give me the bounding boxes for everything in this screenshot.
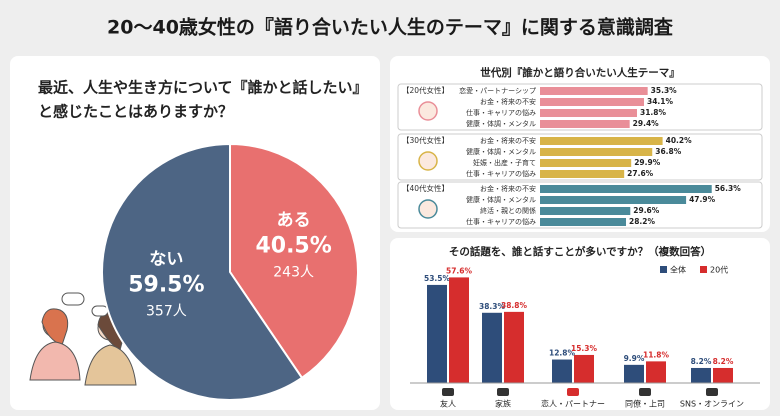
slice-label: ある (277, 210, 311, 230)
category-icon (497, 388, 509, 396)
bar (540, 196, 687, 204)
category-label: 仕事・キャリアの悩み (466, 108, 536, 117)
category-label: 家族 (495, 399, 511, 409)
value-label: 36.8% (655, 147, 682, 156)
avatar (418, 101, 438, 121)
value-label: 47.9% (689, 195, 716, 204)
value-label: 53.5% (424, 274, 451, 283)
slice-count-label: 357人 (146, 304, 187, 320)
value-label: 38.8% (501, 301, 528, 310)
category-icon (706, 388, 718, 396)
value-label: 35.3% (651, 86, 678, 95)
group-label: 【20代女性】 (402, 85, 449, 95)
avatar (418, 199, 438, 219)
bar (552, 359, 572, 383)
category-icon (442, 388, 454, 396)
bar (540, 137, 663, 145)
bar (540, 148, 653, 156)
slice-count-label: 243人 (273, 264, 314, 280)
legend-label: 20代 (710, 265, 728, 275)
category-label: お金・将来の不安 (480, 184, 536, 193)
category-label: 同僚・上司 (625, 399, 665, 409)
category-label: SNS・オンライン (680, 400, 744, 409)
pie-title: 最近、人生や生き方について『誰かと話したい』 (38, 79, 368, 97)
bar (427, 284, 447, 383)
hbar-title: 世代別『誰かと語り合いたい人生テーマ』 (480, 66, 680, 79)
legend-swatch (700, 266, 707, 273)
value-label: 27.6% (627, 169, 654, 178)
value-label: 29.9% (634, 158, 661, 167)
group-box (397, 83, 763, 131)
category-label: 仕事・キャリアの悩み (466, 169, 536, 178)
value-label: 12.8% (549, 349, 576, 358)
bar (540, 159, 632, 167)
value-label: 9.9% (624, 354, 645, 363)
group-box (397, 133, 763, 181)
value-label: 40.2% (666, 136, 693, 145)
category-label: 健康・体調・メンタル (466, 195, 536, 204)
slice-value-label: 59.5% (128, 273, 204, 298)
value-label: 38.3% (479, 302, 506, 311)
group-label: 【40代女性】 (402, 183, 449, 193)
value-label: 31.8% (640, 108, 667, 117)
category-label: 終活・親との関係 (480, 206, 536, 215)
bar (504, 311, 524, 383)
pie-title: と感じたことはありますか？ (38, 103, 233, 121)
value-label: 8.2% (713, 357, 734, 366)
value-label: 11.8% (643, 350, 670, 359)
category-label: 恋愛・パートナーシップ (459, 86, 536, 95)
value-label: 28.2% (629, 217, 656, 226)
bar (540, 207, 631, 215)
legend-label: 全体 (670, 265, 686, 275)
avatar (418, 151, 438, 171)
category-label: 健康・体調・メンタル (466, 147, 536, 156)
value-label: 8.2% (691, 357, 712, 366)
category-label: 仕事・キャリアの悩み (466, 217, 536, 226)
bar (691, 367, 711, 383)
bar (482, 312, 502, 383)
bar (574, 354, 594, 383)
legend-swatch (660, 266, 667, 273)
bar (540, 109, 637, 117)
value-label: 57.6% (446, 266, 473, 275)
category-icon (567, 388, 579, 396)
pie-slice (229, 142, 359, 380)
bar (540, 218, 627, 226)
group-label: 【30代女性】 (402, 135, 449, 145)
bar (449, 277, 469, 383)
value-label: 15.3% (571, 344, 598, 353)
pie-slice (101, 142, 304, 401)
bar (713, 367, 733, 383)
group-box (397, 181, 763, 229)
category-label: お金・将来の不安 (480, 97, 536, 106)
bar (540, 185, 712, 193)
bar (624, 364, 644, 383)
category-label: お金・将来の不安 (480, 136, 536, 145)
category-icon (639, 388, 651, 396)
category-label: 恋人・パートナー (541, 399, 605, 409)
value-label: 34.1% (647, 97, 674, 106)
category-label: 友人 (440, 399, 456, 409)
bar (540, 170, 625, 178)
category-label: 健康・体調・メンタル (466, 119, 536, 128)
bar (540, 98, 645, 106)
people-illustration (29, 292, 137, 386)
slice-label: ない (149, 250, 183, 270)
bar (540, 87, 648, 95)
value-label: 56.3% (715, 184, 742, 193)
slice-value-label: 40.5% (255, 233, 331, 258)
value-label: 29.6% (633, 206, 660, 215)
value-label: 29.4% (633, 119, 660, 128)
bar (646, 361, 666, 383)
category-label: 妊娠・出産・子育て (473, 158, 536, 167)
bar-title: その話題を、誰と話すことが多いですか？（複数回答） (449, 245, 711, 258)
bar (540, 120, 630, 128)
main-title: 20〜40歳女性の『語り合いたい人生のテーマ』に関する意識調査 (107, 16, 674, 39)
